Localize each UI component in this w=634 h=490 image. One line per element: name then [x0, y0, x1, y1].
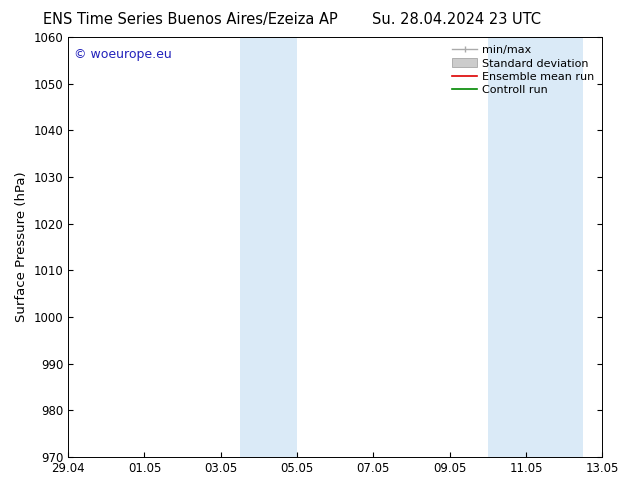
Text: ENS Time Series Buenos Aires/Ezeiza AP: ENS Time Series Buenos Aires/Ezeiza AP — [43, 12, 337, 27]
Text: © woeurope.eu: © woeurope.eu — [74, 48, 171, 61]
Text: Su. 28.04.2024 23 UTC: Su. 28.04.2024 23 UTC — [372, 12, 541, 27]
Bar — [488, 37, 583, 457]
Y-axis label: Surface Pressure (hPa): Surface Pressure (hPa) — [15, 172, 28, 322]
Legend: min/max, Standard deviation, Ensemble mean run, Controll run: min/max, Standard deviation, Ensemble me… — [450, 43, 597, 97]
Bar — [240, 37, 297, 457]
